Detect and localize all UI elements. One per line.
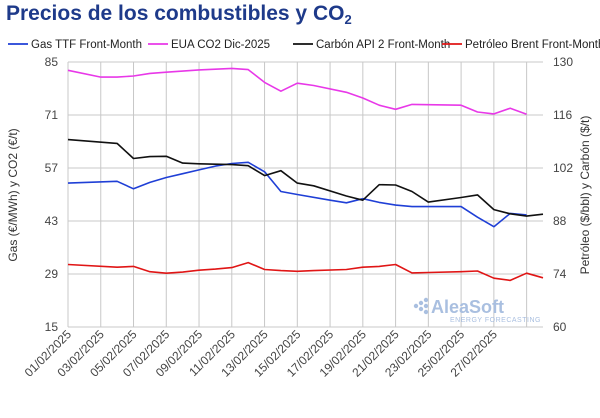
legend-label: EUA CO2 Dic-2025 xyxy=(171,39,270,51)
legend-label: Carbón API 2 Front-Month xyxy=(316,39,450,51)
series-line xyxy=(67,161,527,228)
legend: Gas TTF Front-Month EUA CO2 Dic-2025 Carbó… xyxy=(8,39,600,51)
y-left-tick-label: 29 xyxy=(45,267,59,281)
y-left-tick-label: 57 xyxy=(45,161,59,175)
grid xyxy=(67,61,543,328)
y-right-tick-label: 60 xyxy=(553,320,567,334)
watermark-logo: AleaSoft ENERGY FORECASTING xyxy=(413,297,541,324)
x-axis-ticks: 01/02/202503/02/202505/02/202507/02/2025… xyxy=(22,327,500,380)
legend-label: Petróleo Brent Front-Month xyxy=(465,39,600,51)
y-right-tick-label: 116 xyxy=(553,108,572,122)
y-left-tick-label: 71 xyxy=(45,108,59,122)
watermark-brand: AleaSoft xyxy=(431,297,504,317)
y-right-tick-label: 102 xyxy=(553,161,573,175)
aleasoft-logo-icon xyxy=(413,297,429,315)
series-line xyxy=(67,138,544,217)
y-left-tick-label: 85 xyxy=(45,55,59,69)
watermark-tagline: ENERGY FORECASTING xyxy=(450,317,541,324)
legend-label: Gas TTF Front-Month xyxy=(31,39,142,51)
y-axis-left-label: Gas (€/MWh) y CO2 (€/t) xyxy=(6,128,20,261)
chart-title: Precios de los combustibles y CO2 xyxy=(6,2,352,27)
y-axis-left-ticks: 15 29 43 57 71 85 xyxy=(45,55,59,334)
y-left-tick-label: 15 xyxy=(45,320,59,334)
series-lines xyxy=(67,67,544,282)
y-right-tick-label: 130 xyxy=(553,55,573,69)
y-right-tick-label: 74 xyxy=(553,267,567,281)
series-line xyxy=(67,67,527,115)
y-right-tick-label: 88 xyxy=(553,214,567,228)
series-line xyxy=(67,261,544,282)
y-axis-right-label: Petróleo ($/bbl) y Carbón ($/t) xyxy=(578,116,592,275)
y-left-tick-label: 43 xyxy=(45,214,59,228)
y-axis-right-ticks: 60 74 88 102 116 130 xyxy=(553,55,573,334)
